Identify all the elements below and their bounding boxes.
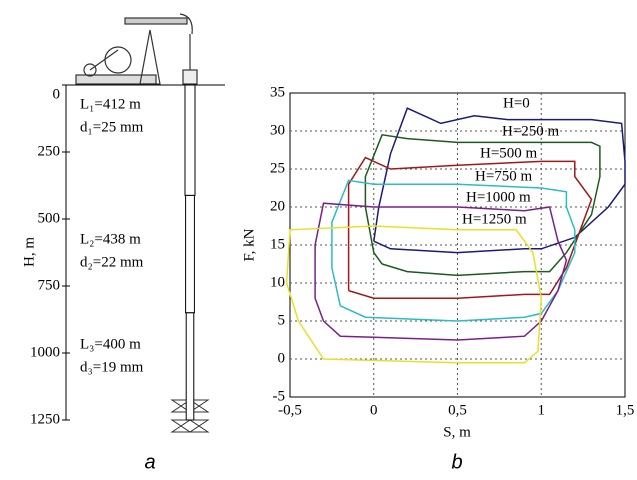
series-label: H=250 m [502,123,560,139]
y-tick-label: 500 [38,210,61,226]
y-tick-label: 35 [270,84,285,100]
y-tick-label: 0 [278,350,286,366]
series-line [285,225,543,364]
series-label: H=1250 m [462,211,527,227]
series-label: H=500 m [480,145,538,161]
y-tick-label: 15 [270,236,285,252]
series-line [347,156,593,299]
x-tick-label: 0,5 [448,402,467,418]
y-tick-label: 10 [270,274,285,290]
caption: b [451,451,462,473]
series-label: H=0 [503,95,530,111]
y-tick-label: -5 [273,388,286,404]
y-tick-label: 0 [53,86,61,102]
section-length: L₂=438 m [80,231,141,247]
x-tick-label: 1,5 [616,402,635,418]
series-line [364,133,601,277]
y-axis-label: H, m [21,237,37,267]
y-tick-label: 20 [270,198,285,214]
y-tick-label: 25 [270,160,285,176]
y-tick-label: 750 [38,277,61,293]
x-tick-label: -0,5 [278,402,302,418]
section-length: L₃=400 m [80,336,141,352]
y-tick-label: 5 [278,312,286,328]
section-diameter: d₁=25 mm [80,119,144,135]
y-tick-label: 1250 [30,411,60,427]
x-axis-label: S, m [443,424,471,440]
rod-section [185,194,195,314]
caption: a [144,451,155,473]
pump-jack [75,13,198,85]
y-tick-label: 30 [270,122,285,138]
rod-section [185,312,195,421]
y-tick-label: 250 [38,143,61,159]
section-length: L₁=412 m [80,96,141,112]
x-tick-label: 1 [538,402,546,418]
series-label: H=1000 m [466,189,531,205]
series-line [331,179,576,322]
series-label: H=750 m [475,168,533,184]
series-line [314,202,568,341]
section-diameter: d₃=19 mm [80,359,144,375]
y-axis-label: F, kN [241,228,257,261]
x-tick-label: 0 [370,402,378,418]
rod-section [184,84,196,196]
section-diameter: d₂=22 mm [80,254,144,270]
series-line [373,107,626,254]
y-tick-label: 1000 [30,344,60,360]
